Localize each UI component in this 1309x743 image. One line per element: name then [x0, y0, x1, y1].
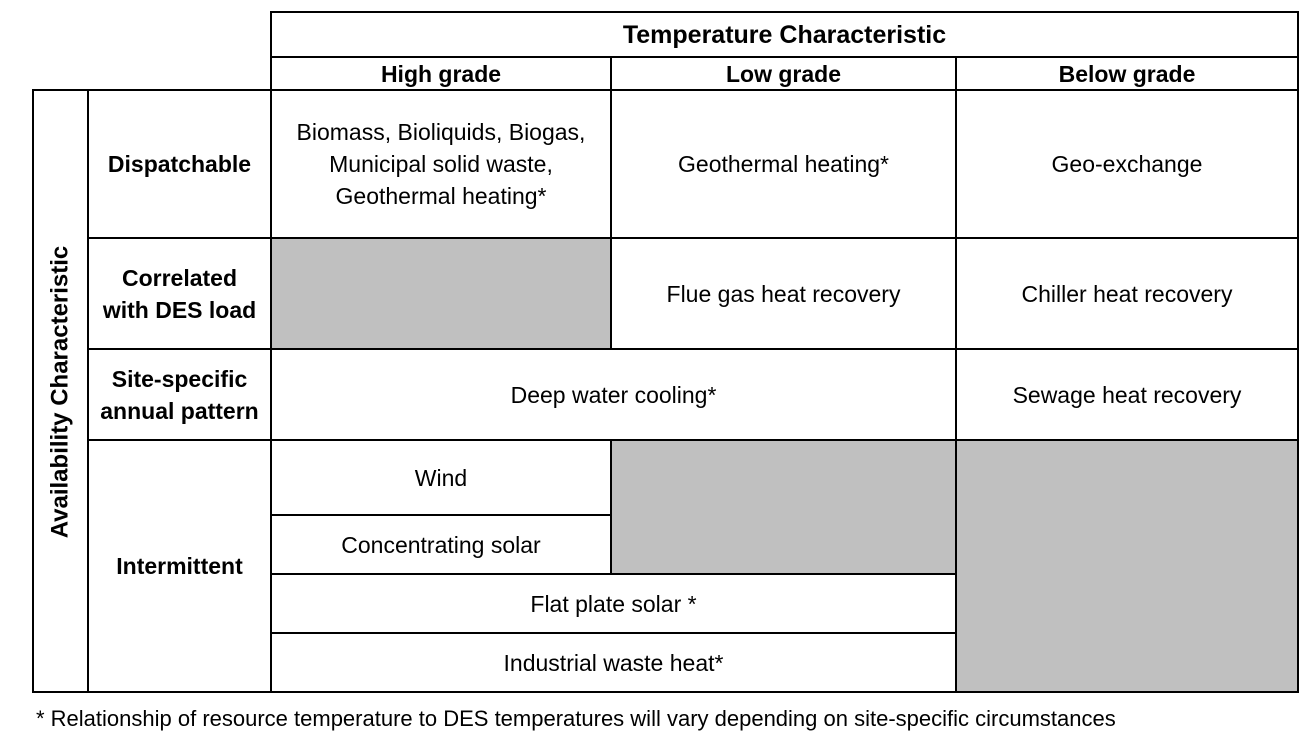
row-label-intermittent: Intermittent	[116, 553, 243, 579]
cell-intermittent-concentrating-solar: Concentrating solar	[341, 531, 541, 558]
cell-dispatchable-below: Geo-exchange	[1051, 151, 1203, 177]
grid-line	[270, 56, 1299, 58]
grid-line	[88, 237, 1299, 239]
shaded-cell-intermittent-low-upper	[611, 440, 956, 574]
cell-site-specific-below: Sewage heat recovery	[1012, 381, 1242, 408]
grid-line	[610, 56, 612, 349]
grid-line	[955, 56, 957, 693]
grid-line	[270, 573, 957, 575]
cell-dispatchable-high: Biomass, Bioliquids, Biogas, Municipal s…	[296, 119, 586, 209]
availability-characteristic-label: Availability Characteristic	[46, 245, 74, 539]
cell-dispatchable-low: Geothermal heating*	[678, 151, 889, 177]
header-high-grade: High grade	[380, 60, 502, 87]
grid-line	[88, 348, 1299, 350]
row-label-dispatchable: Dispatchable	[107, 151, 252, 177]
grid-line	[610, 439, 612, 574]
row-label-correlated: Correlated with DES load	[102, 264, 257, 323]
shaded-cell-correlated-high	[271, 238, 611, 349]
grid-line	[32, 89, 1299, 91]
footnote: * Relationship of resource temperature t…	[36, 706, 1116, 731]
cell-intermittent-flat-plate-solar: Flat plate solar *	[530, 590, 697, 617]
header-temperature-characteristic: Temperature Characteristic	[622, 20, 947, 49]
grid-line	[270, 632, 957, 634]
cell-intermittent-industrial-waste-heat: Industrial waste heat*	[503, 649, 724, 676]
shaded-cell-intermittent-below	[956, 440, 1298, 692]
row-label-site-specific: Site-specific annual pattern	[100, 365, 259, 424]
grid-line	[270, 514, 612, 516]
cell-correlated-low: Flue gas heat recovery	[666, 280, 901, 307]
grid-line	[87, 89, 89, 693]
grid-line	[270, 11, 272, 693]
cell-site-specific-high-low: Deep water cooling*	[510, 381, 717, 408]
grid-line	[1297, 11, 1299, 693]
grid-line	[88, 439, 1299, 441]
cell-intermittent-wind: Wind	[414, 464, 468, 491]
grid-line	[32, 89, 34, 693]
grid-line	[32, 691, 1299, 693]
grid-line	[270, 11, 1299, 13]
cell-correlated-below: Chiller heat recovery	[1021, 280, 1233, 307]
header-low-grade: Low grade	[725, 60, 841, 87]
header-below-grade: Below grade	[1058, 60, 1196, 87]
